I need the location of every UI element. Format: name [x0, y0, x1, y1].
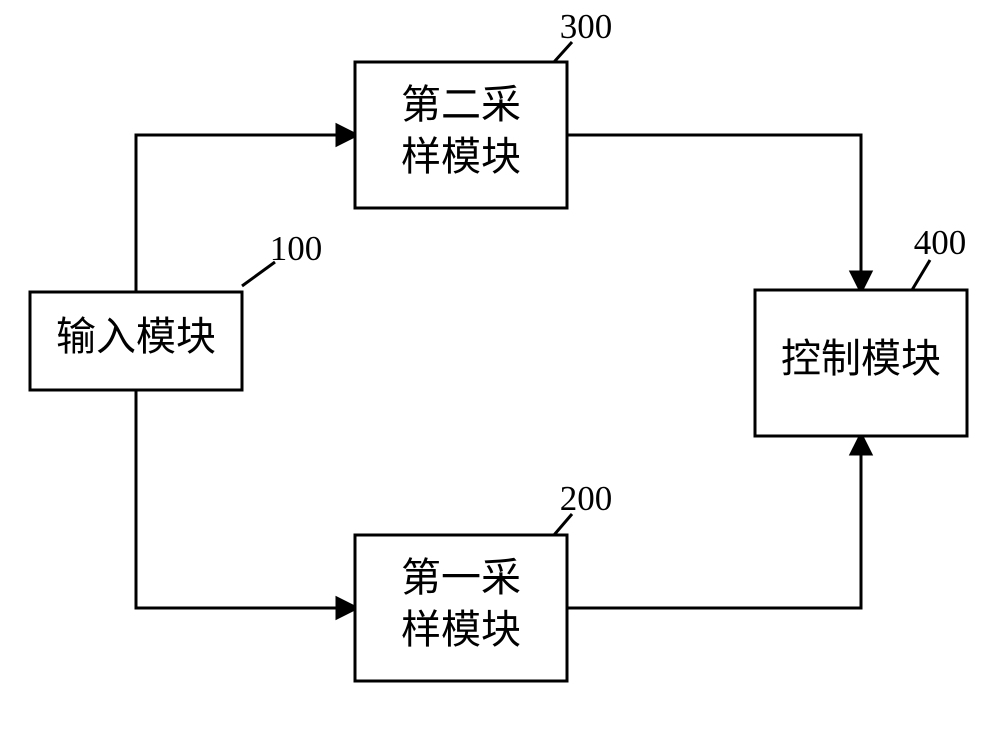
node-control: 控制模块	[755, 290, 967, 436]
node-sample1-label-1: 样模块	[401, 607, 521, 652]
node-sample1-label-0: 第一采	[401, 555, 521, 600]
node-sample2: 第二采样模块	[355, 62, 567, 208]
node-input-id: 100	[270, 229, 323, 268]
leader-control	[912, 260, 930, 290]
edge-input-sample2	[136, 135, 355, 292]
node-control-label-0: 控制模块	[781, 336, 941, 381]
node-sample1: 第一采样模块	[355, 535, 567, 681]
edge-sample1-control	[567, 436, 861, 608]
node-input: 输入模块	[30, 292, 242, 390]
edge-sample2-control	[567, 135, 861, 290]
node-sample1-id: 200	[560, 479, 613, 518]
node-sample2-id: 300	[560, 7, 613, 46]
node-input-label-0: 输入模块	[56, 314, 216, 359]
node-sample2-label-0: 第二采	[401, 82, 521, 127]
edge-input-sample1	[136, 390, 355, 608]
flowchart-svg: 输入模块第二采样模块第一采样模块控制模块100300200400	[0, 0, 1000, 734]
node-control-id: 400	[914, 223, 967, 262]
node-sample2-label-1: 样模块	[401, 134, 521, 179]
